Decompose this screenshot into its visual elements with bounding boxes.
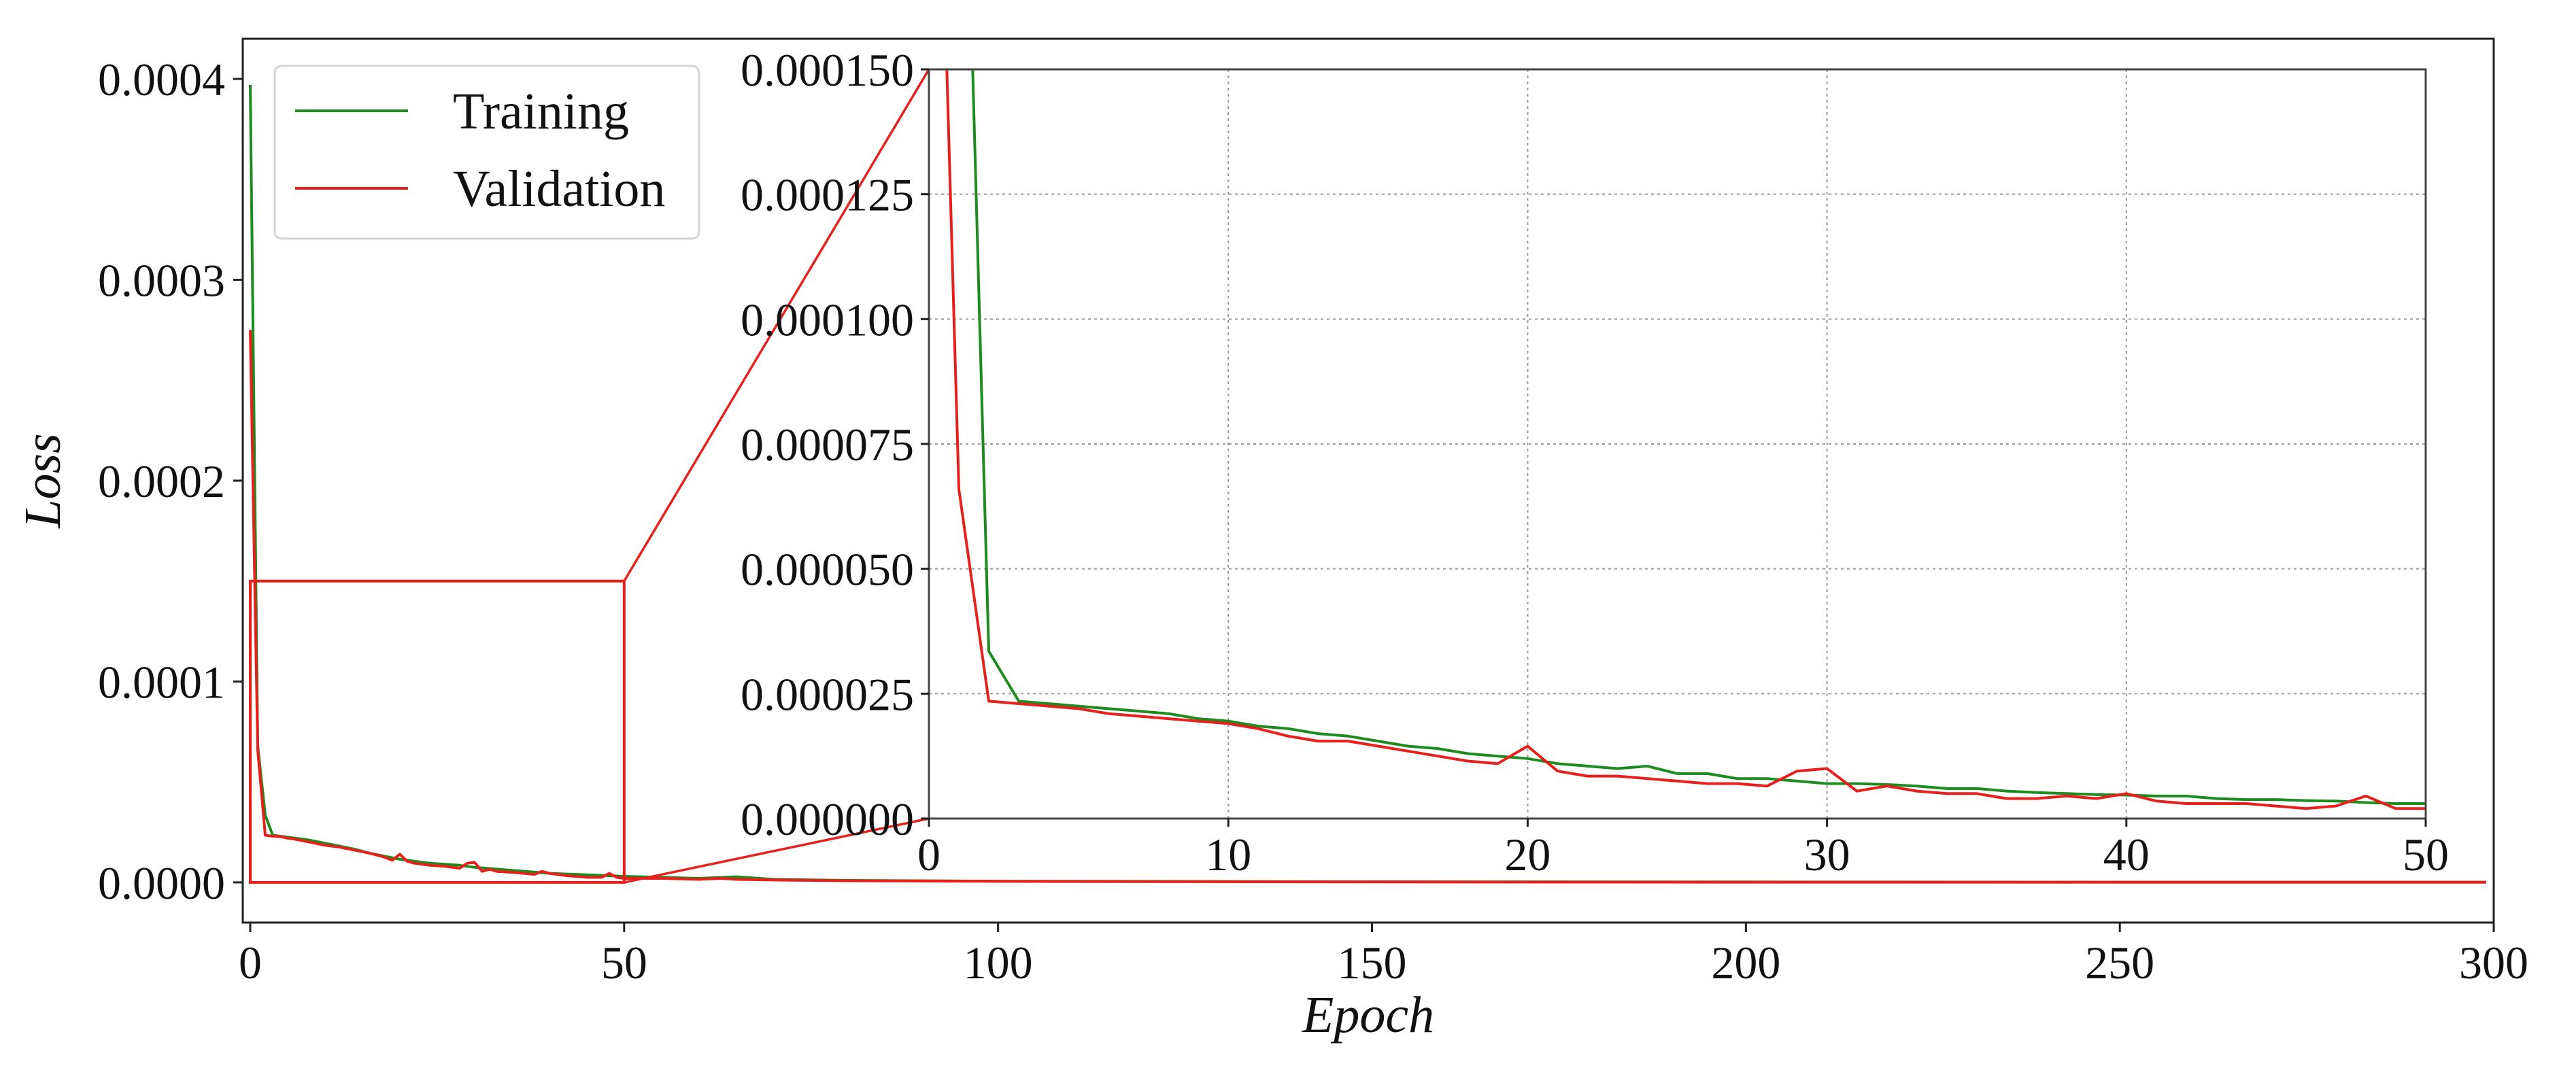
- main-x-tick-label: 100: [964, 937, 1033, 988]
- main-x-tick-label: 150: [1337, 937, 1406, 988]
- zoom-rectangle: [248, 579, 626, 884]
- main-y-tick-label: 0.0002: [98, 455, 225, 507]
- inset-y-tick-label: 0.000150: [741, 44, 914, 96]
- main-x-tick-label: 300: [2459, 937, 2528, 988]
- main-y-tick-label: 0.0001: [98, 656, 225, 708]
- inset-x-tick-label: 20: [1504, 829, 1550, 880]
- inset-y-tick-label: 0.000000: [741, 793, 914, 845]
- inset-y-tick-label: 0.000100: [741, 294, 914, 345]
- main-x-tick-label: 250: [2085, 937, 2154, 988]
- main-y-tick-label: 0.0003: [98, 255, 225, 307]
- zoom-connector-bottom: [624, 817, 930, 884]
- inset-x-tick-label: 30: [1804, 829, 1850, 880]
- main-x-tick-label: 0: [239, 937, 262, 988]
- inset-y-tick-label: 0.000125: [741, 169, 914, 221]
- inset-y-tick-label: 0.000075: [741, 419, 914, 470]
- inset-x-tick-label: 50: [2403, 829, 2449, 880]
- inset-y-tick-label: 0.000025: [741, 668, 914, 720]
- inset-x-tick-label: 40: [2103, 829, 2150, 880]
- main-x-tick-label: 200: [1711, 937, 1780, 988]
- inset-series-line-training: [971, 69, 2426, 805]
- inset-series-group: [945, 69, 2426, 810]
- inset-x-tick-label: 0: [917, 829, 940, 880]
- legend-label-training: Training: [453, 83, 629, 140]
- inset-series-line-validation: [945, 69, 2426, 810]
- inset-x-tick-label: 10: [1205, 829, 1251, 880]
- zoom-connector-top: [623, 69, 930, 582]
- inset-y-tick-label: 0.000050: [741, 544, 914, 596]
- x-axis-title: Epoch: [1302, 986, 1434, 1044]
- main-series-group: [249, 84, 2486, 884]
- legend-box: [273, 65, 700, 240]
- y-axis-title: Loss: [14, 433, 71, 528]
- main-x-tick-label: 50: [601, 937, 647, 988]
- legend-label-validation: Validation: [453, 160, 665, 218]
- main-series-line-validation: [249, 330, 2486, 884]
- main-y-tick-label: 0.0000: [98, 857, 225, 909]
- main-y-tick-label: 0.0004: [98, 54, 225, 105]
